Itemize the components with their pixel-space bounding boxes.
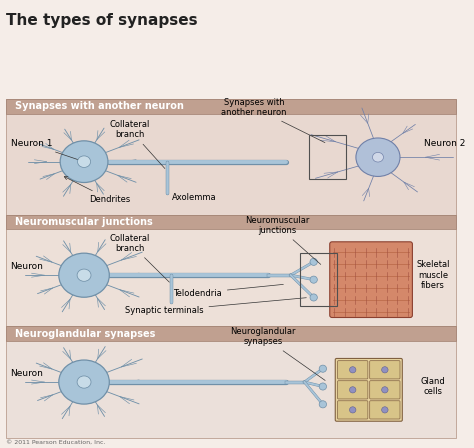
Ellipse shape <box>77 156 91 168</box>
Circle shape <box>319 401 327 408</box>
Ellipse shape <box>77 269 91 281</box>
FancyBboxPatch shape <box>6 215 456 327</box>
Circle shape <box>382 367 388 373</box>
Ellipse shape <box>373 152 383 162</box>
FancyBboxPatch shape <box>6 327 456 438</box>
FancyBboxPatch shape <box>370 381 400 399</box>
FancyBboxPatch shape <box>370 361 400 379</box>
FancyBboxPatch shape <box>6 215 456 229</box>
Ellipse shape <box>60 141 108 182</box>
FancyBboxPatch shape <box>6 99 456 114</box>
Text: Synapses with
another neuron: Synapses with another neuron <box>221 98 325 142</box>
Circle shape <box>310 258 317 265</box>
Text: Synaptic terminals: Synaptic terminals <box>125 298 306 315</box>
Text: Neuromuscular junctions: Neuromuscular junctions <box>15 217 153 227</box>
FancyBboxPatch shape <box>337 381 368 399</box>
Text: Skeletal
muscle
fibers: Skeletal muscle fibers <box>416 260 450 290</box>
Circle shape <box>349 407 356 413</box>
FancyBboxPatch shape <box>6 327 456 340</box>
Text: Telodendria: Telodendria <box>173 284 283 297</box>
Text: The types of synapses: The types of synapses <box>6 13 198 27</box>
Circle shape <box>349 367 356 373</box>
Ellipse shape <box>77 376 91 388</box>
Text: Gland
cells: Gland cells <box>421 377 446 396</box>
Text: Neuroglandular
synapses: Neuroglandular synapses <box>230 327 325 380</box>
FancyBboxPatch shape <box>337 361 368 379</box>
Ellipse shape <box>59 360 109 404</box>
Circle shape <box>319 383 327 390</box>
Text: Neuron 1: Neuron 1 <box>10 139 82 161</box>
FancyBboxPatch shape <box>337 401 368 419</box>
Text: Neuromuscular
junctions: Neuromuscular junctions <box>245 216 321 264</box>
Ellipse shape <box>59 253 109 297</box>
Circle shape <box>382 407 388 413</box>
FancyBboxPatch shape <box>330 242 412 318</box>
Text: Synapses with another neuron: Synapses with another neuron <box>15 101 184 112</box>
Text: Neuron: Neuron <box>10 262 44 271</box>
Text: Axolemma: Axolemma <box>172 193 217 202</box>
FancyBboxPatch shape <box>370 401 400 419</box>
Text: Neuron: Neuron <box>10 369 44 378</box>
Ellipse shape <box>356 138 400 177</box>
Text: Neuroglandular synapses: Neuroglandular synapses <box>15 328 155 339</box>
Circle shape <box>310 276 317 283</box>
Circle shape <box>319 365 327 372</box>
Text: © 2011 Pearson Education, Inc.: © 2011 Pearson Education, Inc. <box>6 439 106 444</box>
Circle shape <box>349 387 356 393</box>
Circle shape <box>310 294 317 301</box>
Text: Collateral
branch: Collateral branch <box>110 233 169 282</box>
FancyBboxPatch shape <box>335 358 402 421</box>
Text: Dendrites: Dendrites <box>64 177 130 204</box>
Text: Collateral
branch: Collateral branch <box>110 120 165 168</box>
Circle shape <box>382 387 388 393</box>
Text: Neuron 2: Neuron 2 <box>424 139 465 148</box>
FancyBboxPatch shape <box>6 99 456 215</box>
